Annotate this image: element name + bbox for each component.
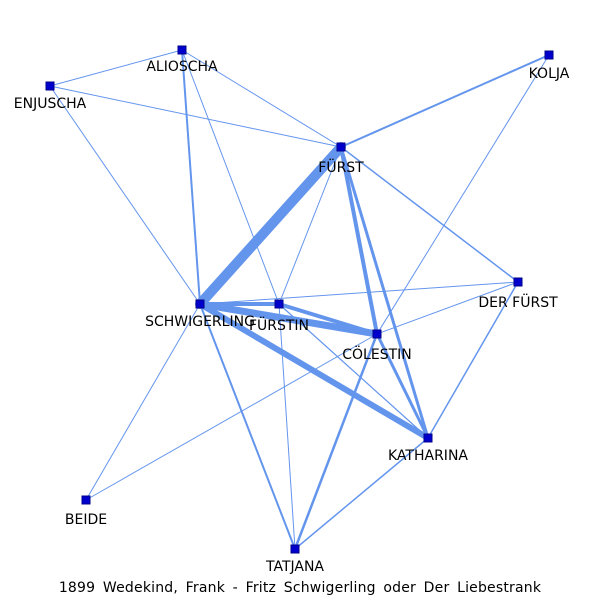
edge-schwigerling-katharina: [197, 301, 431, 441]
node-label-enjuscha: ENJUSCHA: [14, 96, 87, 112]
edge-katharina-tatjana: [294, 437, 429, 550]
edge-schwigerling-der_fuerst: [199, 281, 519, 305]
node-fuerstin: [274, 299, 284, 309]
edge-beide-coelestin: [85, 333, 378, 501]
edge-fuerst-katharina: [339, 145, 430, 440]
node-der_fuerst: [513, 277, 523, 287]
node-label-katharina: KATHARINA: [388, 448, 468, 464]
edge-fuerst-coelestin: [339, 145, 379, 336]
node-katharina: [423, 433, 433, 443]
node-coelestin: [372, 329, 382, 339]
edge-layer: [49, 49, 550, 551]
edge-fuerstin-tatjana: [278, 303, 296, 550]
edge-alioscha-enjuscha: [49, 49, 183, 87]
node-label-der_fuerst: DER FÜRST: [478, 293, 558, 311]
edge-alioscha-fuerstin: [181, 49, 280, 305]
edge-fuerstin-katharina: [278, 303, 429, 439]
edge-schwigerling-fuerst: [195, 142, 346, 309]
node-enjuscha: [45, 81, 55, 91]
node-tatjana: [290, 544, 300, 554]
node-label-tatjana: TATJANA: [265, 559, 324, 575]
node-label-fuerst: FÜRST: [318, 158, 364, 176]
edge-der_fuerst-coelestin: [376, 281, 519, 335]
edge-coelestin-katharina: [375, 332, 430, 440]
edge-fuerstin-coelestin: [277, 302, 379, 336]
node-label-kolja: KOLJA: [529, 66, 570, 82]
edge-fuerst-kolja: [340, 54, 550, 148]
edge-kolja-coelestin: [376, 54, 550, 335]
node-fuerst: [336, 142, 346, 152]
node-alioscha: [177, 45, 187, 55]
node-kolja: [544, 50, 554, 60]
edge-enjuscha-schwigerling: [49, 85, 201, 305]
node-layer: ALIOSCHA ENJUSCHA KOLJA FÜRST SCHWIGERLINGFÜ…: [14, 45, 570, 575]
node-schwigerling: [195, 299, 205, 309]
node-label-alioscha: ALIOSCHA: [146, 59, 218, 75]
node-label-coelestin: CÖLESTIN: [342, 345, 411, 363]
edge-schwigerling-coelestin: [196, 300, 381, 338]
edge-fuerst-fuerstin: [278, 146, 342, 305]
edge-alioscha-fuerst: [181, 49, 342, 148]
node-label-beide: BEIDE: [65, 512, 107, 528]
edge-der_fuerst-katharina: [427, 281, 519, 439]
edge-fuerst-der_fuerst: [340, 146, 519, 283]
node-label-fuerstin: FÜRSTIN: [249, 316, 309, 334]
node-beide: [81, 495, 91, 505]
edge-coelestin-tatjana: [293, 332, 379, 551]
edge-enjuscha-fuerst: [49, 85, 342, 148]
edge-alioscha-schwigerling: [181, 49, 201, 305]
caption: 1899 Wedekind, Frank - Fritz Schwigerlin…: [58, 580, 542, 596]
edge-schwigerling-tatjana: [199, 303, 296, 550]
node-label-schwigerling: SCHWIGERLING: [145, 314, 255, 330]
edge-schwigerling-beide: [85, 303, 201, 501]
